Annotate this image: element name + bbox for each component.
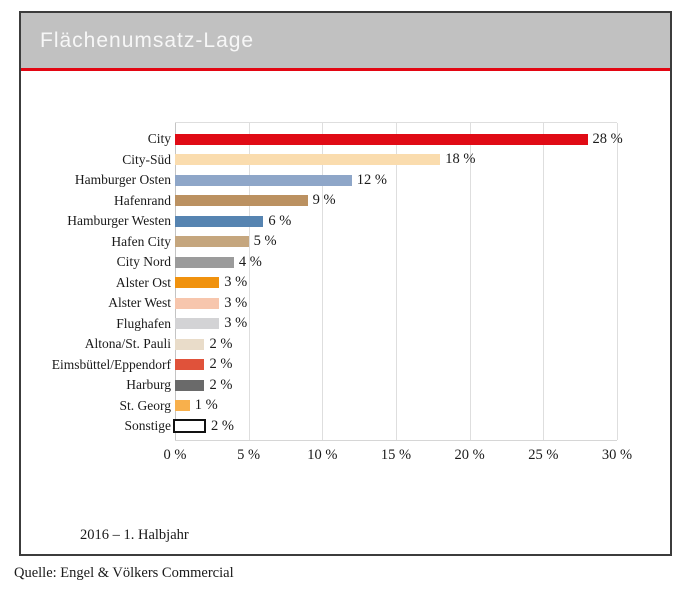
- category-label: Harburg: [126, 377, 171, 392]
- chart-title: Flächenumsatz-Lage: [40, 28, 255, 52]
- red-divider: [21, 68, 670, 71]
- bar-value-label: 2 %: [209, 376, 233, 393]
- gridline: [543, 123, 545, 440]
- category-label: Hamburger Westen: [67, 213, 171, 228]
- bar-value-label: 9 %: [312, 192, 336, 209]
- bar-row: 5 %: [175, 232, 617, 253]
- bar-value-label: 2 %: [209, 335, 233, 352]
- period-note: 2016 – 1. Halbjahr: [80, 527, 189, 543]
- bar-value-label: 2 %: [209, 356, 233, 373]
- category-labels-column: City City-Süd Hamburger Osten Hafenrand Hamb…: [21, 122, 175, 441]
- category-label: City-Süd: [122, 151, 171, 167]
- bar: [175, 400, 190, 412]
- bar: [175, 133, 588, 145]
- gridline: [617, 123, 618, 440]
- bar: [172, 419, 206, 434]
- bar: [175, 359, 205, 371]
- category-label: City: [147, 131, 171, 146]
- bar: [175, 277, 220, 289]
- chart-card: Flächenumsatz-Lage City City-Süd Hamburger…: [19, 11, 672, 556]
- bar: [175, 236, 249, 248]
- category-label: Flughafen: [116, 315, 171, 331]
- x-tick-label: 10 %: [307, 446, 338, 463]
- bar-row: 12 %: [175, 170, 617, 191]
- bar: [175, 338, 205, 350]
- bar: [175, 256, 234, 268]
- bar: [175, 195, 308, 207]
- category-label: Alster West: [108, 295, 171, 310]
- category-label: Eimsbüttel/Eppendorf: [51, 356, 171, 372]
- bar-value-label: 6 %: [268, 212, 292, 229]
- bar-value-label: 5 %: [253, 233, 277, 250]
- bar: [175, 215, 264, 227]
- bar-value-label: 2 %: [210, 417, 234, 434]
- bar-row: 28 %: [175, 129, 623, 150]
- x-axis-ticks: 0 % 5 % 10 % 15 % 20 % 25 % 30 %: [164, 441, 633, 467]
- source-line: Quelle: Engel & Völkers Commercial: [14, 565, 234, 581]
- bar-value-label: 4 %: [238, 253, 262, 270]
- bar: [175, 379, 205, 391]
- x-tick-label: 30 %: [601, 446, 633, 463]
- bar-value-label: 12 %: [356, 171, 388, 188]
- x-tick-label: 25 %: [528, 446, 559, 463]
- bar-row: 2 %: [175, 355, 617, 376]
- category-label: St. Georg: [119, 397, 171, 413]
- bar-value-label: 3 %: [224, 315, 248, 332]
- bar-row: 2 %: [175, 375, 617, 396]
- category-label: Hafen City: [111, 233, 171, 249]
- bar-row: 2 %: [172, 416, 617, 437]
- category-label: Altona/St. Pauli: [84, 336, 171, 351]
- plot-area: 28 % 18 % 12 % 9 % 6 % 5 % 4 % 3 % 3 % 3 % 2 % 2 % 2…: [172, 122, 623, 441]
- gridline: [469, 123, 471, 440]
- card-header: Flächenumsatz-Lage: [21, 13, 670, 68]
- bar-row: 1 %: [175, 396, 617, 417]
- bar-row: 6 %: [175, 211, 617, 232]
- bar-chart: City City-Süd Hamburger Osten Hafenrand Hamb…: [21, 122, 670, 441]
- x-tick-label: 15 %: [380, 446, 412, 463]
- x-tick-label: 5 %: [237, 446, 261, 463]
- category-label: Hamburger Osten: [74, 172, 171, 187]
- bar-row: 3 %: [175, 273, 617, 294]
- bar: [175, 174, 352, 186]
- bar: [175, 297, 220, 309]
- x-tick-label: 20 %: [454, 446, 485, 463]
- bar-value-label: 1 %: [194, 397, 218, 414]
- category-label: Sonstige: [124, 418, 171, 433]
- bar-row: 18 %: [175, 150, 617, 171]
- category-label: Alster Ost: [115, 274, 171, 290]
- bar-row: 4 %: [175, 252, 617, 273]
- bar-row: 3 %: [175, 293, 617, 314]
- bar-value-label: 3 %: [224, 294, 248, 311]
- gridline: [396, 123, 397, 440]
- bar-value-label: 18 %: [445, 151, 476, 168]
- bar-value-label: 3 %: [224, 274, 248, 291]
- bar: [175, 318, 220, 330]
- category-label: Hafenrand: [114, 192, 171, 208]
- x-tick-label: 0 %: [163, 446, 187, 463]
- bar-row: 3 %: [175, 314, 617, 335]
- bar: [175, 154, 441, 166]
- category-label: City Nord: [116, 254, 171, 269]
- gridline: [248, 123, 250, 440]
- bar-row: 2 %: [175, 334, 617, 355]
- gridline: [322, 123, 324, 440]
- bar-row: 9 %: [175, 191, 617, 212]
- bar-value-label: 28 %: [592, 130, 623, 147]
